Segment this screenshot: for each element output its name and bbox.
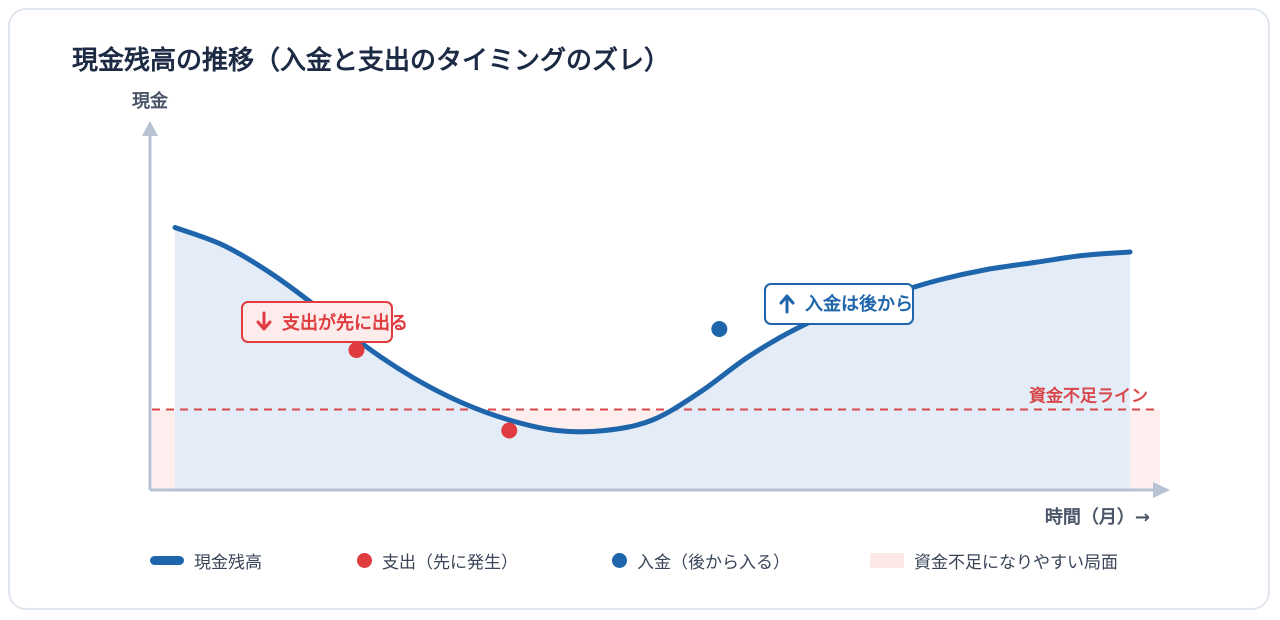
legend-item-expense: 支出（先に発生） [357, 548, 518, 573]
income-annotation: 入金は後から [764, 283, 914, 325]
arrow-down-icon [256, 311, 272, 331]
balance-line-swatch-icon [150, 556, 184, 565]
y-axis-arrow-icon [142, 121, 158, 136]
arrow-up-icon [779, 294, 795, 314]
legend-item-income: 入金（後から入る） [612, 548, 790, 573]
income-point [711, 321, 728, 337]
expense-annotation-box [241, 301, 393, 343]
income-annotation-box [764, 283, 914, 325]
expense-annotation: 支出が先に出る [241, 301, 408, 343]
pink-rect-icon [870, 553, 904, 568]
y-axis-label: 現金 [132, 90, 169, 112]
red-dot-icon [357, 553, 372, 568]
expense-point [501, 422, 518, 439]
legend-label: 資金不足になりやすい局面 [914, 553, 1118, 573]
x-axis-arrow-icon [1153, 482, 1170, 498]
expense-point [348, 342, 365, 358]
event-points [348, 321, 728, 439]
income-annotation-text: 入金は後から [805, 293, 913, 315]
expense-annotation-text: 支出が先に出る [281, 312, 408, 334]
chart-title: 現金残高の推移（入金と支出のタイミングのズレ） [72, 46, 671, 76]
legend-label: 入金（後から入る） [637, 553, 790, 573]
legend-label: 支出（先に発生） [382, 553, 518, 573]
legend-item-shortage: 資金不足になりやすい局面 [870, 548, 1118, 573]
threshold-label: 資金不足ライン [1029, 386, 1148, 407]
legend-label: 現金残高 [194, 553, 262, 573]
legend-item-balance: 現金残高 [150, 548, 262, 573]
legend: 現金残高 支出（先に発生） 入金（後から入る） 資金不足になりやすい局面 [0, 548, 1280, 576]
balance-area-fill [175, 227, 1130, 490]
x-axis-label: 時間（月）→ [1045, 507, 1150, 528]
blue-dot-icon [612, 553, 627, 568]
